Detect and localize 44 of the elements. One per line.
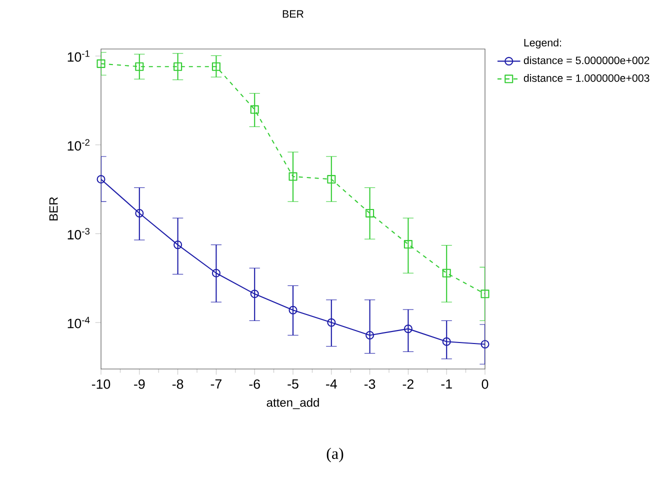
point xyxy=(212,268,220,278)
point xyxy=(212,62,220,71)
x-tick-label: -8 xyxy=(172,379,184,389)
y-tick-label: 10$^{-2}$ xyxy=(68,139,90,151)
point xyxy=(135,62,144,71)
point xyxy=(250,290,259,298)
x-tick-label: -9 xyxy=(134,379,145,389)
point xyxy=(327,174,336,184)
point xyxy=(442,268,451,278)
x-tick-label: -4 xyxy=(326,379,337,389)
x-tick-label: -1 xyxy=(441,379,452,389)
chart-title: BER xyxy=(282,10,304,18)
point xyxy=(366,208,374,218)
legend-label: distance = 5.000000e+002 xyxy=(524,56,650,64)
point xyxy=(480,290,490,298)
point xyxy=(480,340,490,348)
point xyxy=(288,306,298,314)
x-tick-label: -3 xyxy=(364,379,376,389)
x-tick-label: -10 xyxy=(92,379,110,389)
point xyxy=(174,240,182,250)
point xyxy=(442,337,451,346)
x-tick-label: -7 xyxy=(210,379,222,389)
x-tick-label: -5 xyxy=(288,379,298,389)
point xyxy=(288,172,298,181)
point xyxy=(250,105,259,114)
x-axis-title: atten_add xyxy=(266,398,319,410)
point xyxy=(366,330,374,340)
y-tick-label: 10$^{-4}$ xyxy=(68,316,90,328)
point xyxy=(96,59,106,68)
x-tick-label: 0 xyxy=(482,379,488,389)
y-axis-title: BER xyxy=(49,197,58,220)
text: (a) xyxy=(326,448,344,462)
x-tick-label: -6 xyxy=(249,379,260,389)
point xyxy=(135,208,144,218)
point xyxy=(174,62,182,71)
point xyxy=(96,174,106,184)
y-tick-label: 10$^{-1}$ xyxy=(68,50,90,62)
point xyxy=(404,324,412,334)
point xyxy=(327,318,336,327)
legend-title: Legend: xyxy=(524,38,562,49)
x-tick-label: -2 xyxy=(402,379,414,389)
y-tick-label: 10$^{-3}$ xyxy=(68,228,90,240)
legend-label: distance = 1.000000e+003 xyxy=(524,74,650,82)
point xyxy=(404,240,412,249)
